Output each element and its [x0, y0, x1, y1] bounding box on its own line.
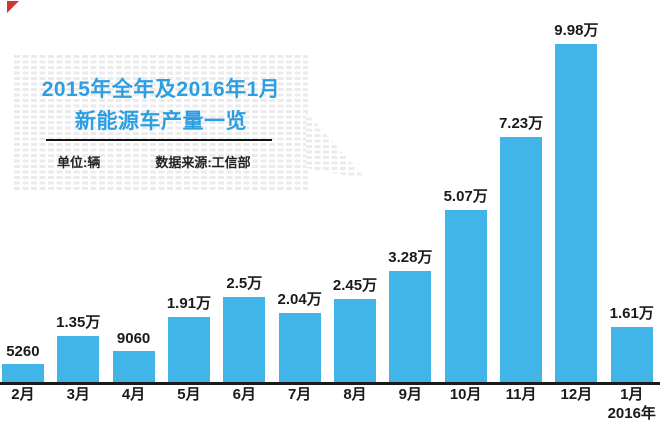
bar-column: 1.61万 1月 2016年 [604, 0, 660, 440]
x-axis-line [0, 382, 660, 385]
x-axis-sublabel: 2016年 [607, 405, 656, 422]
bar [444, 210, 487, 382]
bar [555, 44, 598, 382]
bar-column: 3.28万 9月 [382, 0, 438, 440]
bar [223, 297, 266, 382]
x-axis-label: 6月 [232, 386, 256, 403]
bar-value-label: 3.28万 [388, 249, 433, 266]
bar-column: 9.98万 12月 [548, 0, 604, 440]
chart-meta: 单位:辆 数据来源:工信部 [57, 152, 300, 171]
bar-value-label: 5260 [6, 343, 40, 360]
bar-column: 2.04万 7月 [272, 0, 328, 440]
bar [334, 299, 376, 382]
x-axis-label: 7月 [287, 386, 312, 403]
x-axis-label: 2月 [11, 386, 35, 403]
chart-title-line1: 2015年全年及2016年1月 [41, 78, 281, 101]
bar-value-label: 1.91万 [166, 295, 212, 312]
chart-title: 2015年全年及2016年1月 新能源车产量一览 [14, 74, 308, 138]
bar-value-label: 5.07万 [443, 188, 488, 205]
x-axis-label: 1月 [620, 386, 644, 403]
bar-column: 2.45万 8月 [327, 0, 383, 440]
x-axis-label: 10月 [449, 386, 482, 403]
bar-value-label: 9.98万 [554, 22, 599, 39]
bar [389, 271, 432, 382]
x-axis-label: 12月 [560, 386, 593, 403]
unit-label: 单位:辆 [57, 155, 101, 170]
bar [278, 313, 321, 382]
bar-value-label: 2.45万 [332, 277, 378, 294]
bar-value-label: 2.5万 [226, 275, 263, 292]
bar-value-label: 2.04万 [277, 291, 322, 308]
bar-column: 9060 4月 [106, 0, 162, 440]
bar-value-label: 1.35万 [56, 314, 101, 331]
bar [57, 336, 100, 382]
bar-column: 5.07万 10月 [438, 0, 494, 440]
source-label: 数据来源:工信部 [155, 155, 251, 170]
x-axis-label: 8月 [343, 386, 367, 403]
x-axis-label: 4月 [121, 386, 146, 403]
bar-column: 5260 2月 [0, 0, 51, 440]
bar-column: 2.5万 6月 [216, 0, 272, 440]
title-box: 2015年全年及2016年1月 新能源车产量一览 单位:辆 数据来源:工信部 [14, 55, 366, 192]
bar-column: 1.35万 3月 [50, 0, 106, 440]
x-axis-label: 3月 [66, 386, 90, 403]
corner-marker [7, 1, 19, 13]
bar-value-label: 9060 [116, 330, 151, 347]
bar [1, 364, 44, 382]
chart-title-line2: 新能源车产量一览 [75, 109, 247, 133]
bar-value-label: 1.61万 [609, 305, 654, 322]
bar [610, 327, 653, 382]
bar [500, 137, 543, 382]
x-axis-label: 5月 [177, 386, 201, 403]
bar [167, 317, 210, 382]
bar-value-label: 7.23万 [498, 115, 544, 132]
bar [112, 351, 155, 382]
bar-column: 1.91万 5月 [161, 0, 217, 440]
title-divider [46, 139, 272, 141]
x-axis-label: 11月 [505, 386, 537, 403]
bar-column: 7.23万 11月 [493, 0, 549, 440]
x-axis-label: 9月 [398, 386, 423, 403]
